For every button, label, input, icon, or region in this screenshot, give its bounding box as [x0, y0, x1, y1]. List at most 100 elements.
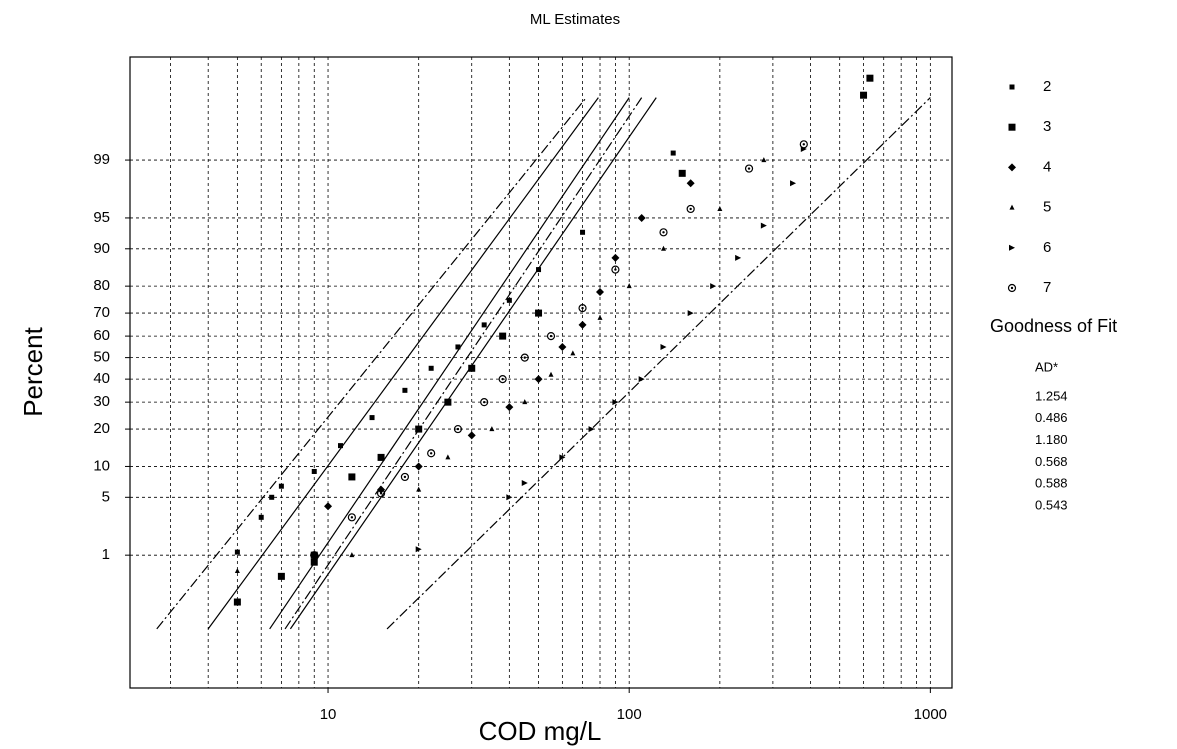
marker: [660, 343, 667, 350]
marker-shape: [735, 254, 742, 261]
marker: [686, 204, 695, 214]
marker: [415, 546, 422, 553]
marker-shape: [234, 567, 240, 573]
marker-shape: [1009, 244, 1015, 251]
marker: [638, 376, 645, 383]
marker-shape: [687, 310, 694, 317]
marker-shape: [429, 452, 433, 455]
marker: [744, 164, 754, 173]
marker: [860, 91, 868, 99]
marker-shape: [637, 213, 646, 222]
marker: [468, 364, 476, 372]
marker-shape: [480, 398, 489, 407]
marker-shape: [678, 169, 686, 177]
marker: [799, 140, 808, 149]
marker: [455, 344, 461, 350]
marker: [233, 598, 241, 606]
marker-shape: [596, 288, 605, 297]
marker: [311, 468, 317, 474]
marker-shape: [506, 494, 513, 501]
marker-shape: [379, 492, 383, 495]
marker-shape: [338, 443, 344, 449]
marker: [596, 288, 605, 297]
marker-shape: [866, 74, 874, 82]
legend-marker: [1009, 244, 1015, 251]
marker-shape: [612, 399, 619, 406]
gof-value: 0.486: [1035, 410, 1068, 425]
marker-shape: [717, 205, 723, 211]
marker: [611, 265, 620, 274]
marker-shape: [611, 265, 620, 274]
marker: [535, 309, 543, 317]
marker-shape: [1009, 204, 1015, 210]
marker-shape: [347, 513, 356, 522]
marker: [659, 228, 668, 237]
marker-shape: [506, 297, 512, 303]
marker-shape: [415, 546, 422, 553]
marker-shape: [578, 320, 587, 329]
marker-shape: [467, 431, 476, 440]
marker: [234, 549, 240, 555]
fit-line: [156, 97, 587, 630]
marker-shape: [523, 356, 526, 359]
fit-line: [386, 97, 931, 630]
legend-marker: [1009, 84, 1015, 90]
marker: [570, 350, 576, 356]
marker: [349, 552, 355, 558]
marker: [278, 483, 284, 489]
fit-line: [284, 97, 643, 630]
marker: [597, 314, 603, 320]
marker: [234, 567, 240, 573]
legend-label: 3: [1043, 118, 1051, 135]
marker-shape: [638, 376, 645, 383]
marker-shape: [686, 179, 695, 188]
marker-shape: [445, 454, 451, 460]
fit-line: [269, 97, 630, 630]
gof-value: 1.180: [1035, 432, 1068, 447]
marker-shape: [348, 473, 356, 481]
marker-shape: [456, 427, 460, 431]
marker-shape: [660, 343, 667, 350]
marker-shape: [1010, 286, 1014, 290]
marker-shape: [311, 468, 317, 474]
marker: [506, 297, 512, 303]
marker: [400, 472, 410, 482]
y-tick-label: 10: [93, 457, 110, 474]
marker-shape: [790, 180, 797, 187]
marker: [277, 572, 285, 580]
marker-shape: [1008, 123, 1016, 131]
marker-shape: [499, 332, 507, 340]
y-tick-label: 60: [93, 327, 110, 344]
marker-shape: [549, 334, 553, 338]
marker: [402, 387, 408, 393]
marker-shape: [349, 552, 355, 558]
marker: [467, 431, 476, 440]
marker-shape: [428, 365, 434, 371]
marker-shape: [489, 426, 495, 432]
marker: [637, 213, 646, 222]
marker: [717, 205, 723, 211]
marker-shape: [802, 143, 806, 146]
y-axis-label: Percent: [18, 326, 48, 416]
marker-shape: [580, 229, 586, 235]
gof-value: 1.254: [1035, 388, 1068, 403]
y-tick-label: 95: [93, 209, 110, 226]
marker-shape: [416, 486, 422, 492]
marker: [258, 514, 264, 520]
marker-shape: [689, 207, 692, 211]
marker-shape: [258, 514, 264, 520]
marker: [522, 399, 528, 405]
marker: [444, 398, 452, 406]
marker: [416, 486, 422, 492]
marker-shape: [277, 572, 285, 580]
marker-shape: [578, 304, 587, 313]
marker: [338, 443, 344, 449]
fit-line: [289, 97, 657, 630]
marker-shape: [761, 157, 767, 163]
y-tick-label: 90: [93, 240, 110, 257]
marker-shape: [481, 322, 487, 328]
marker: [369, 415, 375, 421]
gof-value: 0.568: [1035, 454, 1068, 469]
marker-shape: [534, 375, 543, 384]
marker-shape: [269, 494, 275, 500]
